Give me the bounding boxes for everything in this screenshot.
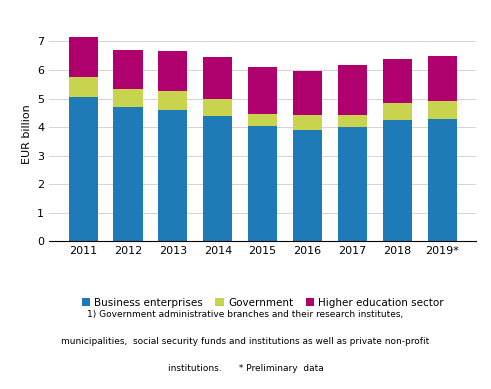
Bar — [383, 120, 412, 241]
Bar — [158, 91, 188, 110]
Bar — [69, 97, 98, 241]
Bar — [338, 126, 367, 241]
Bar — [338, 114, 367, 126]
Bar — [203, 116, 232, 241]
Bar — [203, 98, 232, 116]
Bar — [248, 114, 277, 126]
Bar — [113, 50, 142, 89]
Bar — [158, 110, 188, 241]
Bar — [113, 107, 142, 241]
Bar — [428, 56, 457, 101]
Bar — [248, 67, 277, 114]
Text: 1) Government administrative branches and their research institutes,: 1) Government administrative branches an… — [87, 310, 404, 319]
Bar — [428, 119, 457, 241]
Bar — [338, 65, 367, 114]
Bar — [158, 51, 188, 91]
Bar — [113, 89, 142, 107]
Bar — [293, 130, 322, 241]
Bar — [428, 101, 457, 119]
Bar — [248, 126, 277, 241]
Text: institutions.      * Preliminary  data: institutions. * Preliminary data — [167, 364, 324, 373]
Y-axis label: EUR billion: EUR billion — [22, 104, 31, 164]
Bar — [383, 103, 412, 120]
Bar — [69, 77, 98, 97]
Bar — [293, 115, 322, 130]
Text: municipalities,  social security funds and institutions as well as private non-p: municipalities, social security funds an… — [61, 337, 430, 346]
Bar — [69, 37, 98, 77]
Bar — [203, 57, 232, 98]
Legend: Business enterprises, Government, Higher education sector: Business enterprises, Government, Higher… — [78, 293, 448, 312]
Bar — [293, 71, 322, 115]
Bar — [383, 59, 412, 103]
